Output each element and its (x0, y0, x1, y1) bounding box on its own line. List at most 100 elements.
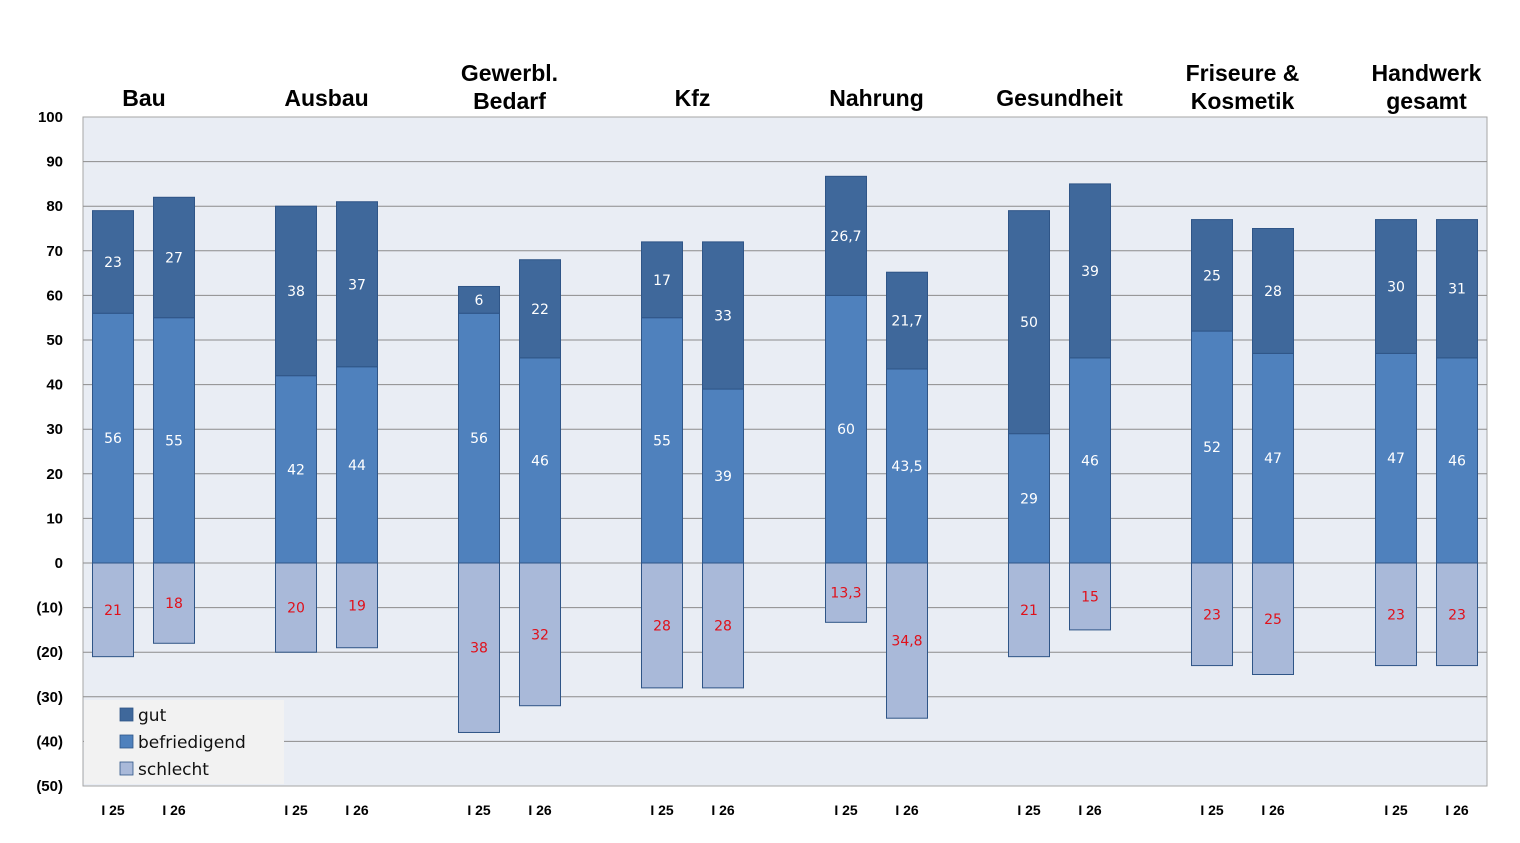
bar-segment-befriedigend (1008, 433, 1050, 564)
bar-segment-schlecht (153, 562, 195, 644)
data-label-befriedigend: 39 (714, 469, 732, 485)
bar-segment-schlecht (1191, 562, 1233, 667)
bar-segment-befriedigend (702, 388, 744, 564)
data-label-befriedigend: 56 (470, 431, 488, 447)
data-label-gut: 37 (348, 277, 366, 293)
x-tick-label: I 26 (1078, 802, 1102, 818)
data-label-schlecht: 25 (1264, 612, 1282, 628)
bar-segment-gut (825, 175, 867, 296)
x-tick-label: I 25 (467, 802, 491, 818)
group-title: Kosmetik (1191, 88, 1295, 114)
y-tick-label: (50) (36, 778, 63, 795)
data-label-gut: 38 (287, 284, 305, 300)
bar-segment-schlecht (92, 562, 134, 658)
data-label-schlecht: 15 (1081, 589, 1099, 605)
bar-segment-gut (1436, 219, 1478, 359)
bar-segment-gut (886, 271, 928, 370)
bar-segment-schlecht (458, 562, 500, 733)
data-label-schlecht: 18 (165, 596, 183, 612)
bar-segment-befriedigend (1375, 352, 1417, 564)
bar-segment-schlecht (886, 562, 928, 719)
legend-label: schlecht (138, 760, 209, 780)
bar-segment-gut (458, 285, 500, 314)
data-label-befriedigend: 55 (653, 433, 671, 449)
x-tick-label: I 26 (162, 802, 186, 818)
group-title: Bau (122, 85, 165, 111)
data-label-befriedigend: 47 (1387, 451, 1405, 467)
data-label-schlecht: 28 (653, 618, 671, 634)
bar-segment-gut (1069, 183, 1111, 359)
y-tick-label: (30) (36, 689, 63, 706)
data-label-schlecht: 21 (1020, 603, 1038, 619)
bar-segment-schlecht (825, 562, 867, 623)
data-label-befriedigend: 56 (104, 431, 122, 447)
bar-segment-gut (641, 241, 683, 319)
bar-segment-gut (1008, 210, 1050, 435)
bar-segment-gut (1191, 219, 1233, 332)
x-tick-label: I 26 (711, 802, 735, 818)
data-label-befriedigend: 46 (1081, 453, 1099, 469)
data-label-schlecht: 38 (470, 641, 488, 657)
bar-segment-gut (702, 241, 744, 390)
bar-segment-schlecht (1252, 562, 1294, 675)
data-label-schlecht: 23 (1448, 607, 1466, 623)
data-label-gut: 28 (1264, 284, 1282, 300)
x-tick-label: I 25 (834, 802, 858, 818)
x-tick-label: I 25 (101, 802, 125, 818)
bar-segment-schlecht (275, 562, 317, 653)
x-tick-label: I 25 (1017, 802, 1041, 818)
data-label-gut: 23 (104, 255, 122, 271)
data-label-schlecht: 32 (531, 627, 549, 643)
data-label-gut: 22 (531, 302, 549, 318)
legend-label: befriedigend (138, 733, 246, 753)
data-label-gut: 31 (1448, 282, 1466, 298)
group-title: Kfz (675, 85, 711, 111)
data-label-schlecht: 20 (287, 601, 305, 617)
bar-segment-gut (336, 201, 378, 368)
legend-label: gut (138, 706, 167, 726)
y-tick-label: 20 (46, 466, 63, 483)
group-title: Ausbau (284, 85, 368, 111)
data-label-schlecht: 19 (348, 598, 366, 614)
bar-segment-schlecht (1436, 562, 1478, 667)
y-tick-label: (40) (36, 733, 63, 750)
data-label-schlecht: 13,3 (830, 586, 861, 602)
bar-segment-schlecht (1375, 562, 1417, 667)
group-title: Bedarf (473, 88, 546, 114)
data-label-befriedigend: 43,5 (891, 459, 922, 475)
bar-segment-schlecht (1069, 562, 1111, 631)
y-tick-label: (10) (36, 600, 63, 617)
group-title: Handwerk (1372, 60, 1482, 86)
x-tick-label: I 25 (650, 802, 674, 818)
data-label-befriedigend: 44 (348, 458, 366, 474)
x-tick-label: I 26 (528, 802, 552, 818)
data-label-befriedigend: 52 (1203, 440, 1221, 456)
legend-swatch (119, 761, 134, 776)
group-title: Nahrung (829, 85, 924, 111)
bar-segment-gut (1375, 219, 1417, 354)
y-tick-label: 10 (46, 510, 63, 527)
data-label-gut: 25 (1203, 268, 1221, 284)
bar-segment-befriedigend (153, 317, 195, 564)
data-label-gut: 30 (1387, 279, 1405, 295)
data-label-gut: 39 (1081, 264, 1099, 280)
data-label-gut: 17 (653, 273, 671, 289)
bar-segment-gut (153, 196, 195, 319)
data-label-befriedigend: 46 (531, 453, 549, 469)
bar-segment-schlecht (336, 562, 378, 649)
x-tick-label: I 26 (895, 802, 919, 818)
data-label-befriedigend: 46 (1448, 453, 1466, 469)
data-label-gut: 6 (475, 293, 484, 309)
data-label-gut: 27 (165, 250, 183, 266)
bar-segment-befriedigend (458, 312, 500, 564)
data-label-befriedigend: 47 (1264, 451, 1282, 467)
bar-segment-schlecht (1008, 562, 1050, 658)
data-label-schlecht: 23 (1203, 607, 1221, 623)
data-label-befriedigend: 42 (287, 462, 305, 478)
bar-segment-befriedigend (1252, 352, 1294, 564)
data-label-schlecht: 28 (714, 618, 732, 634)
data-label-gut: 50 (1020, 315, 1038, 331)
bar-segment-befriedigend (519, 357, 561, 564)
y-tick-label: 60 (46, 287, 63, 304)
legend-swatch (119, 734, 134, 749)
